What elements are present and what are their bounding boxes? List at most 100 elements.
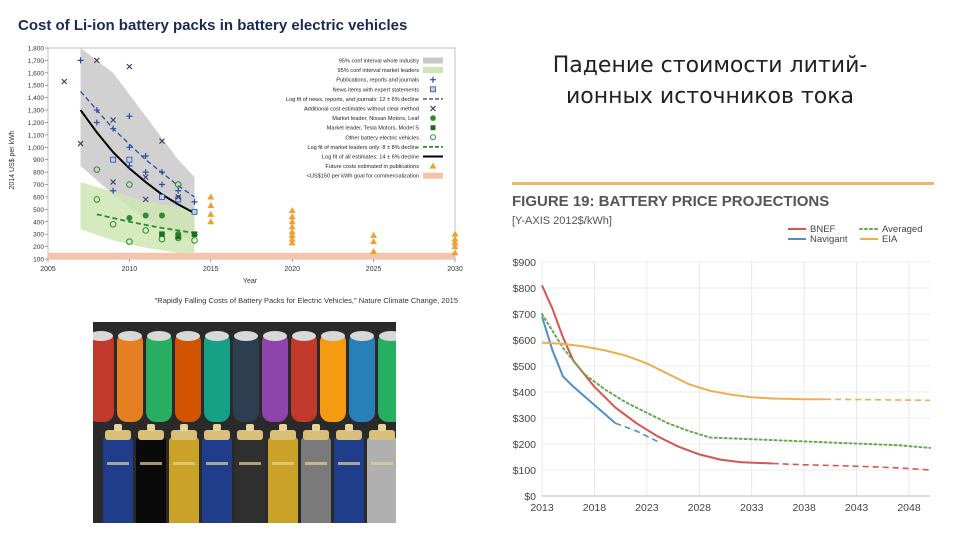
other-bev-point <box>142 227 149 234</box>
y-tick-label: 700 <box>33 182 44 189</box>
x-tick-label: 2048 <box>897 502 921 514</box>
chart-b-subtitle: [Y-AXIS 2012$/kWh] <box>512 215 612 227</box>
battery-front-cell <box>367 437 396 523</box>
news-point <box>191 208 198 215</box>
additional-estimate-point <box>142 196 149 203</box>
y-tick-label: $400 <box>513 387 537 399</box>
battery-front-cell <box>268 437 298 523</box>
y-tick-label: $100 <box>513 465 537 477</box>
battery-front-band <box>206 462 228 465</box>
battery-back-cap <box>263 331 287 341</box>
series-line-averaged <box>541 313 931 449</box>
future-cost-point <box>370 231 378 238</box>
legend-label: Other battery electric vehicles <box>345 135 419 141</box>
future-cost-point <box>451 230 459 237</box>
y-tick-label: 1,500 <box>28 83 45 90</box>
other-bev-point <box>158 235 166 243</box>
additional-estimate-point <box>93 57 100 64</box>
battery-front-cell <box>136 437 166 523</box>
additional-estimate-point <box>126 63 133 70</box>
x-tick-label: 2018 <box>583 502 607 514</box>
battery-front-terminal <box>180 424 188 431</box>
battery-price-projection-chart: FIGURE 19: BATTERY PRICE PROJECTIONS [Y-… <box>498 176 938 518</box>
legend-label: Log fit of news, reports, and journals: … <box>286 97 419 103</box>
battery-back-cell <box>117 332 143 422</box>
legend-swatch <box>423 57 443 64</box>
x-tick-label: 2005 <box>40 266 56 273</box>
publication-point <box>158 181 165 188</box>
publication-point <box>158 169 165 176</box>
li-ion-cost-chart: Cost of Li-ion battery packs in battery … <box>0 0 468 318</box>
legend-swatch <box>430 115 436 121</box>
battery-back-cap <box>147 331 171 341</box>
publication-point <box>93 107 100 114</box>
news-point <box>110 156 117 163</box>
nissan-leaf-point <box>126 215 133 222</box>
y-tick-label: 1,600 <box>28 70 45 77</box>
other-bev-point <box>126 181 133 188</box>
battery-front-band <box>305 462 327 465</box>
future-cost-point <box>370 238 378 245</box>
battery-front-band <box>338 462 360 465</box>
goal-band <box>48 252 455 259</box>
legend-label-averaged: Averaged <box>882 224 923 235</box>
battery-front-top <box>270 430 296 440</box>
publication-point <box>126 144 133 151</box>
battery-front-cell <box>169 437 199 523</box>
legend-label: 95% conf interval market leaders <box>338 68 420 74</box>
battery-front-terminal <box>213 424 221 431</box>
future-cost-point <box>451 235 459 242</box>
x-tick-label: 2038 <box>792 502 816 514</box>
battery-back-cell <box>146 332 172 422</box>
series-line-eia <box>541 341 826 401</box>
legend-label: Log fit of market leaders only: 8 ± 8% d… <box>307 145 419 151</box>
y-tick-label: 1,200 <box>28 120 45 127</box>
battery-front-terminal <box>147 424 155 431</box>
y-tick-label: $200 <box>513 439 537 451</box>
battery-front-terminal <box>378 424 386 431</box>
series-line-bnef <box>541 284 773 465</box>
legend-label: Additional cost estimates without clear … <box>304 107 419 113</box>
nissan-leaf-point <box>142 212 149 219</box>
y-tick-label: 100 <box>33 257 44 264</box>
future-cost-point <box>288 223 296 230</box>
battery-back-cell <box>233 332 259 422</box>
other-bev-point <box>93 166 101 173</box>
battery-front-cell <box>103 437 133 523</box>
y-tick-label: 200 <box>33 244 44 251</box>
legend-label: Log fit of all estimates: 14 ± 6% declin… <box>322 155 419 161</box>
legend-swatch <box>429 162 437 169</box>
y-tick-label: $300 <box>513 413 537 425</box>
fit-market-leaders-line <box>96 213 195 234</box>
battery-back-cap <box>321 331 345 341</box>
y-tick-label: 1,300 <box>28 108 45 115</box>
x-tick-label: 2033 <box>740 502 764 514</box>
battery-front-top <box>171 430 197 440</box>
batteries-image <box>93 322 396 523</box>
x-tick-label: 2028 <box>688 502 712 514</box>
battery-back-cell <box>93 332 114 422</box>
future-cost-point <box>451 239 459 246</box>
future-cost-point <box>207 202 215 209</box>
other-bev-point <box>174 181 182 188</box>
series-dashed-eia <box>825 398 931 402</box>
battery-back-cell <box>175 332 201 422</box>
other-bev-point <box>174 234 182 242</box>
battery-back-cap <box>292 331 316 341</box>
future-cost-point <box>288 213 296 220</box>
legend-label: Future costs estimated in publications <box>325 164 419 170</box>
battery-back-cap <box>379 331 396 341</box>
battery-front-top <box>369 430 395 440</box>
battery-back-cell <box>204 332 230 422</box>
tesla-model-s-point <box>175 233 182 240</box>
other-bev-point <box>93 196 101 203</box>
batteries-photo <box>93 322 396 523</box>
battery-front-terminal <box>246 424 254 431</box>
news-point <box>126 156 133 163</box>
battery-back-cap <box>118 331 142 341</box>
legend-label: <US$150 per kWh goal for commercializati… <box>307 174 419 180</box>
chart-a-plot-area: 100 200 300 400 500 600 700 800 900 1,000 1,100 1,2… <box>28 46 463 274</box>
battery-front-terminal <box>312 424 320 431</box>
publication-point <box>110 187 117 194</box>
